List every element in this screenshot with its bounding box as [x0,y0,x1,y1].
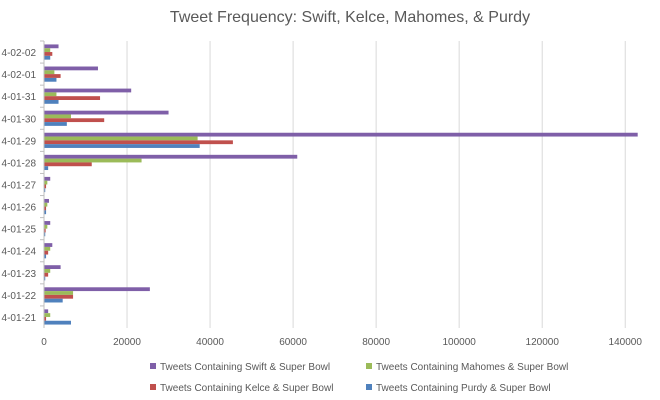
y-tick-label: 4-01-22 [2,291,37,302]
bar-4-01-23-series-3 [44,276,46,281]
bar-4-01-22-series-1 [44,291,74,295]
bar-4-01-23-series-1 [44,269,51,273]
bar-4-01-26-series-3 [44,210,47,215]
y-tick-label: 4-02-01 [2,70,37,81]
bar-4-01-25-series-2 [44,228,46,233]
legend-label-0: Tweets Containing Swift & Super Bowl [160,362,330,373]
gridlines [126,41,626,328]
x-tick-label: 20000 [113,337,141,348]
bar-4-01-25-series-0 [44,221,51,225]
axes: 0 20000 40000 60000 80000 100000 120000 140000 4… [2,40,643,348]
bar-4-01-29-series-0 [44,132,638,137]
bar-4-01-22-series-3 [44,298,63,303]
bar-4-01-28-series-3 [44,166,49,171]
bar-4-01-27-series-2 [44,184,47,189]
bar-4-01-21-series-1 [44,313,51,317]
bar-4-01-22-series-0 [44,287,150,292]
bar-4-01-29-series-3 [44,144,200,148]
bar-4-01-23-series-2 [44,272,49,277]
bar-4-01-24-series-0 [44,243,53,247]
bar-4-01-30-series-2 [44,118,105,123]
y-tick-label: 4-01-24 [2,247,37,258]
bars [44,44,638,325]
bar-4-01-21-series-2 [44,316,47,321]
bar-4-01-25-series-1 [44,224,48,229]
legend-label-1: Tweets Containing Mahomes & Super Bowl [376,362,568,373]
legend-swatch-3 [366,384,372,390]
bar-4-01-23-series-0 [44,265,61,270]
x-tick-label: 60000 [279,337,307,348]
bar-4-02-02-series-0 [44,44,59,49]
x-tick-label: 0 [41,337,47,348]
bar-4-01-26-series-1 [44,202,48,207]
bar-4-01-31-series-0 [44,88,132,93]
bar-4-01-22-series-2 [44,294,74,299]
bar-4-01-28-series-2 [44,162,92,167]
y-tick-label: 4-01-27 [2,181,37,192]
bar-4-01-30-series-3 [44,122,67,126]
y-tick-label: 4-01-21 [2,313,37,324]
y-tick-label: 4-01-26 [2,203,37,214]
x-tick-label: 80000 [362,337,390,348]
bar-4-02-01-series-3 [44,77,57,82]
bar-4-01-28-series-0 [44,154,298,159]
x-tick-label: 100000 [442,337,476,348]
y-tick-label: 4-01-31 [2,92,37,103]
bar-4-01-26-series-0 [44,198,49,203]
bar-4-01-28-series-1 [44,158,142,163]
bar-4-02-01-series-0 [44,66,98,71]
bar-4-01-27-series-1 [44,180,48,185]
y-tick-label: 4-01-30 [2,114,37,125]
bar-4-01-30-series-1 [44,114,71,119]
legend-swatch-2 [150,384,156,390]
bar-4-01-31-series-1 [44,92,57,97]
legend-label-3: Tweets Containing Purdy & Super Bowl [376,383,551,394]
bar-4-01-27-series-0 [44,176,51,181]
y-tick-label: 4-02-02 [2,48,37,59]
x-tick-label: 140000 [609,337,643,348]
bar-4-01-21-series-0 [44,309,49,314]
bar-4-02-01-series-1 [44,70,55,75]
x-tick-label: 120000 [526,337,560,348]
legend-swatch-1 [366,363,372,369]
bar-4-02-02-series-1 [44,48,51,53]
bar-4-01-24-series-1 [44,246,51,251]
bar-4-01-24-series-3 [44,254,47,259]
bar-4-01-29-series-1 [44,136,198,141]
y-tick-label: 4-01-29 [2,136,37,147]
y-tick-label: 4-01-23 [2,269,37,280]
bar-4-01-24-series-2 [44,250,49,255]
x-tick-label: 40000 [196,337,224,348]
legend-swatch-0 [150,363,156,369]
legend: Tweets Containing Swift & Super Bowl Twee… [150,362,568,394]
bar-4-01-31-series-2 [44,96,101,100]
bar-4-01-31-series-3 [44,99,59,104]
bar-4-02-02-series-3 [44,55,51,60]
bar-4-01-25-series-3 [44,232,46,237]
y-tick-label: 4-01-28 [2,158,37,169]
bar-4-01-30-series-0 [44,110,169,115]
y-tick-label: 4-01-25 [2,225,37,236]
bar-4-01-29-series-2 [44,140,233,145]
bar-4-01-26-series-2 [44,206,47,211]
bar-4-02-01-series-2 [44,74,61,78]
bar-4-01-27-series-3 [44,188,46,193]
legend-label-2: Tweets Containing Kelce & Super Bowl [160,383,333,394]
chart-title: Tweet Frequency: Swift, Kelce, Mahomes, … [170,9,530,26]
bar-4-02-02-series-2 [44,52,53,56]
bar-4-01-21-series-3 [44,320,71,325]
